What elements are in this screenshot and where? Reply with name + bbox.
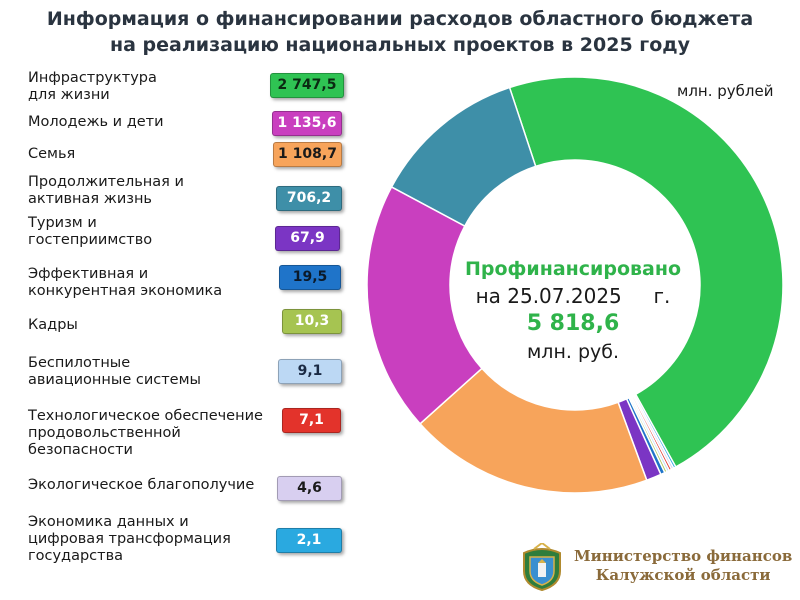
project-name: Технологическое обеспечение продовольств…: [28, 408, 263, 458]
project-name: Экологическое благополучие: [28, 477, 255, 493]
donut-slice: [366, 185, 483, 425]
project-name: Туризм и гостеприимство: [28, 215, 153, 248]
project-value-badge: 19,5: [279, 265, 341, 290]
project-name: Продолжительная и активная жизнь: [28, 174, 184, 207]
unit-label: млн. рублей: [677, 82, 774, 100]
ministry-caption: Министерство финансов Калужской области: [574, 547, 792, 585]
project-name: Семья: [28, 146, 76, 162]
project-value-badge: 7,1: [282, 408, 341, 433]
project-name: Экономика данных и цифровая трансформаци…: [28, 514, 231, 564]
project-value-badge: 4,6: [277, 476, 342, 501]
title-line-1: Информация о финансировании расходов обл…: [46, 8, 754, 30]
project-value-badge: 2 747,5: [270, 73, 344, 98]
project-value-badge: 10,3: [282, 309, 342, 334]
project-list: Инфраструктура для жизни 2 747,5 Молодеж…: [0, 0, 360, 600]
title-line-2: на реализацию национальных проектов в 20…: [109, 34, 690, 56]
project-value-badge: 706,2: [276, 186, 342, 211]
project-value-badge: 67,9: [275, 226, 340, 251]
project-value-badge: 1 135,6: [272, 111, 342, 136]
center-unit-label: млн. руб.: [526, 341, 620, 363]
project-value-badge: 1 108,7: [273, 142, 342, 167]
center-total-value: 5 818,6: [526, 311, 620, 336]
ministry-line-2: Калужской области: [595, 566, 771, 584]
project-name: Молодежь и дети: [28, 114, 164, 130]
chart-title: Информация о финансировании расходов обл…: [0, 6, 800, 58]
project-value-badge: 9,1: [278, 359, 342, 384]
center-date-label: на 25.07.2025 г.: [475, 284, 671, 308]
ministry-line-1: Министерство финансов: [574, 547, 793, 565]
project-name: Эффективная и конкурентная экономика: [28, 266, 223, 299]
donut-slice: [508, 76, 784, 468]
coat-of-arms-icon: [523, 543, 561, 591]
project-name: Кадры: [28, 317, 78, 333]
project-name: Беспилотные авиационные системы: [28, 355, 201, 388]
donut-slice: [390, 86, 537, 228]
center-financed-label: Профинансировано: [464, 258, 682, 280]
project-value-badge: 2,1: [276, 528, 342, 553]
project-name: Инфраструктура для жизни: [28, 70, 157, 103]
